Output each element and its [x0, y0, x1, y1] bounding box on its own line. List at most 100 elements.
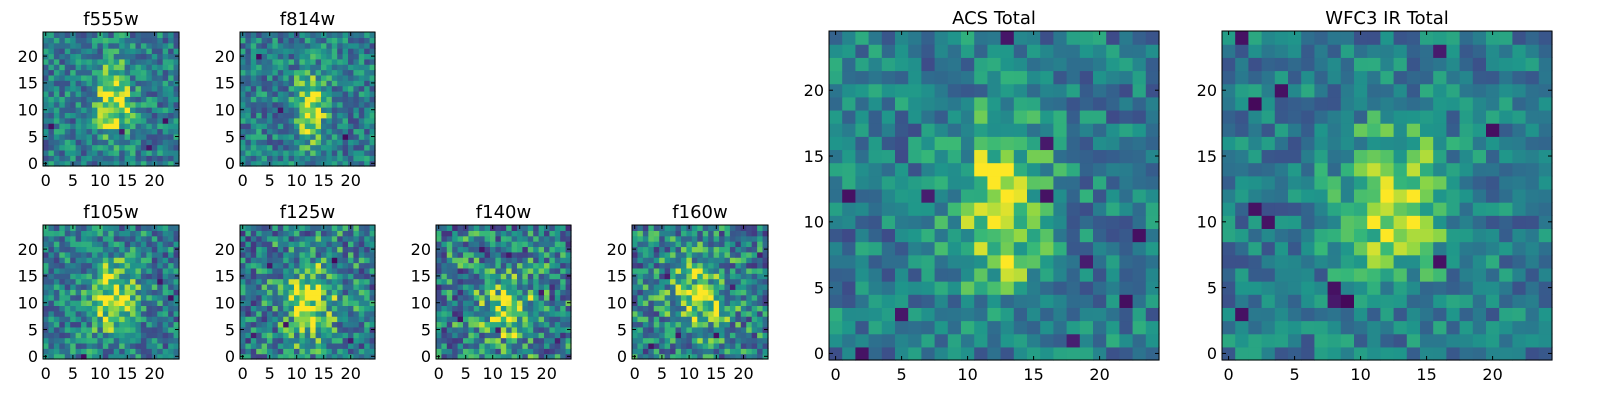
heatmap-cell — [1340, 346, 1355, 361]
heatmap-cell — [934, 57, 949, 72]
heatmap-cell — [124, 289, 131, 296]
y-tick-label: 5 — [28, 320, 38, 339]
heatmap-cell — [1340, 281, 1355, 295]
heatmap-cell — [113, 74, 120, 81]
heatmap-cell — [64, 53, 71, 60]
heatmap-cell — [697, 246, 704, 253]
heatmap-cell — [1053, 202, 1068, 216]
heatmap-cell — [490, 262, 496, 269]
heatmap-cell — [91, 107, 98, 113]
heatmap-cell — [648, 283, 655, 290]
heatmap-cell — [256, 107, 263, 113]
heatmap-cell — [315, 348, 322, 355]
heatmap-cell — [1119, 83, 1134, 98]
y-tick-label: 20 — [18, 240, 38, 259]
heatmap-cell — [245, 42, 252, 49]
heatmap-cell — [659, 257, 666, 264]
heatmap-cell — [151, 262, 158, 269]
heatmap-cell — [162, 107, 169, 113]
heatmap-cell — [304, 310, 311, 317]
heatmap-cell — [119, 353, 126, 360]
heatmap-cell — [441, 337, 448, 344]
heatmap-cell — [1132, 136, 1147, 151]
heatmap-cell — [288, 85, 295, 92]
heatmap-cell — [881, 162, 896, 177]
heatmap-cell — [326, 278, 333, 285]
heatmap-cell — [130, 294, 137, 301]
heatmap-cell — [729, 332, 736, 339]
heatmap-cell — [757, 342, 764, 349]
heatmap-cell — [348, 128, 354, 135]
heatmap-cell — [272, 316, 279, 323]
heatmap-cell — [1027, 346, 1041, 361]
heatmap-cell — [1079, 109, 1094, 124]
heatmap-cell — [130, 283, 137, 290]
heatmap-cell — [457, 321, 464, 328]
heatmap-cell — [130, 123, 137, 130]
heatmap-cell — [1053, 215, 1068, 229]
heatmap-cell — [855, 228, 870, 243]
heatmap-cell — [358, 348, 365, 355]
heatmap-cell — [457, 342, 464, 349]
heatmap-cell — [277, 149, 284, 156]
heatmap-cell — [135, 305, 142, 312]
heatmap-cell — [735, 326, 742, 333]
heatmap-cell — [538, 230, 545, 237]
heatmap-cell — [348, 133, 354, 140]
heatmap-cell — [961, 162, 975, 177]
heatmap-cell — [1354, 333, 1368, 348]
heatmap-cell — [664, 316, 671, 323]
heatmap-cell — [364, 123, 371, 130]
heatmap-cell — [272, 117, 279, 124]
heatmap-cell — [267, 246, 273, 253]
heatmap-cell — [81, 155, 88, 162]
heatmap-cell — [762, 225, 769, 231]
heatmap-cell — [719, 241, 726, 248]
heatmap-cell — [484, 342, 491, 349]
heatmap-cell — [724, 225, 731, 231]
heatmap-cell — [146, 80, 153, 87]
heatmap-cell — [1512, 254, 1527, 269]
heatmap-cell — [162, 128, 169, 135]
heatmap-cell — [277, 53, 284, 60]
heatmap-cell — [108, 80, 115, 87]
heatmap-cell — [310, 90, 317, 97]
heatmap-cell — [86, 48, 93, 55]
heatmap-cell — [987, 83, 1002, 98]
heatmap-cell — [64, 160, 71, 167]
heatmap-cell — [1538, 320, 1553, 335]
heatmap-cell — [140, 32, 147, 38]
heatmap-cell — [304, 283, 311, 290]
heatmap-cell — [675, 316, 682, 323]
x-tick-label: 15 — [117, 364, 137, 383]
heatmap-cell — [829, 294, 843, 308]
heatmap-cell — [59, 230, 66, 237]
heatmap-cell — [446, 267, 453, 274]
heatmap-cell — [1288, 294, 1302, 308]
heatmap-cell — [1459, 320, 1474, 335]
heatmap-cell — [565, 342, 572, 349]
heatmap-cell — [1145, 281, 1160, 295]
heatmap-cell — [168, 283, 175, 290]
heatmap-cell — [987, 123, 1002, 137]
heatmap-cell — [855, 346, 870, 361]
heatmap-cell — [75, 337, 82, 344]
heatmap-cell — [961, 44, 975, 58]
heatmap-cell — [549, 316, 556, 323]
y-tick-label: 10 — [215, 293, 235, 312]
heatmap-cell — [746, 332, 753, 339]
heatmap-cell — [1000, 254, 1015, 269]
heatmap-cell — [961, 109, 975, 124]
heatmap-cell — [261, 305, 268, 312]
axes-frame — [239, 224, 376, 360]
heatmap-cell — [146, 117, 153, 124]
heatmap-cell — [261, 332, 268, 339]
heatmap-cell — [91, 53, 98, 60]
heatmap-cell — [53, 160, 60, 167]
heatmap-cell — [288, 58, 295, 65]
heatmap-cell — [146, 96, 153, 103]
heatmap-cell — [124, 101, 131, 108]
heatmap-cell — [91, 139, 98, 146]
heatmap-cell — [108, 58, 115, 65]
